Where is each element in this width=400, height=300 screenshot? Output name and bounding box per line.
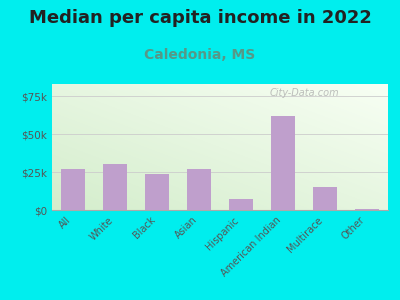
Text: Caledonia, MS: Caledonia, MS bbox=[144, 48, 256, 62]
Bar bbox=[62, 169, 84, 210]
Bar bbox=[230, 200, 252, 210]
Bar bbox=[146, 174, 168, 210]
Bar bbox=[272, 116, 294, 210]
Bar bbox=[356, 209, 378, 210]
Bar bbox=[188, 169, 210, 210]
Text: Median per capita income in 2022: Median per capita income in 2022 bbox=[28, 9, 372, 27]
Bar bbox=[104, 164, 126, 210]
Bar bbox=[314, 187, 336, 210]
Text: City-Data.com: City-Data.com bbox=[269, 88, 339, 98]
